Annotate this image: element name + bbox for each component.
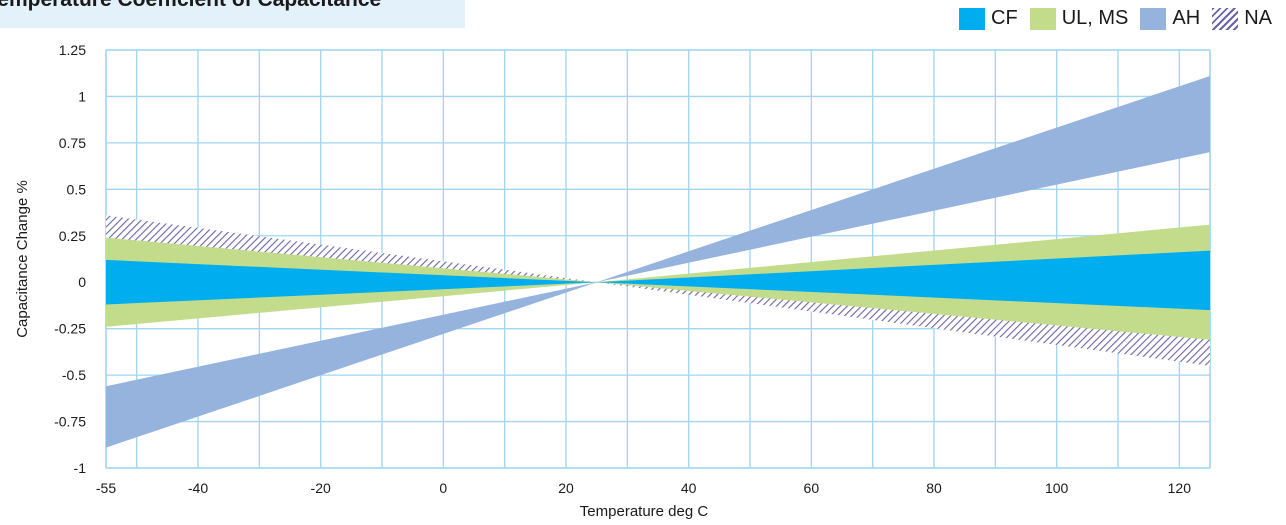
legend-swatch-cf: [959, 7, 986, 30]
y-tick-label: 1.25: [59, 42, 86, 58]
tick-labels: -55 -40 -20 0 20 40 60 80 100 120 1.25 1 0.75 0.5 0.25…: [54, 42, 1191, 496]
y-tick-label: -0.5: [62, 367, 86, 383]
y-axis-title: Capacitance Change %: [14, 180, 31, 338]
x-tick-label: 60: [804, 480, 820, 496]
x-tick-label: -20: [311, 480, 331, 496]
legend-item-na: NA: [1212, 7, 1272, 30]
x-tick-label: -40: [188, 480, 208, 496]
legend-swatch-ah: [1140, 7, 1167, 30]
legend-item-cf: CF: [959, 7, 1018, 30]
chart-title-box: Temperature Coefficient of Capacitance: [0, 0, 465, 28]
legend-swatch-na: [1212, 7, 1239, 30]
y-tick-label: -0.75: [54, 414, 86, 430]
x-tick-label: 100: [1045, 480, 1069, 496]
x-tick-label: 120: [1168, 480, 1192, 496]
chart-title: Temperature Coefficient of Capacitance: [0, 0, 381, 12]
x-tick-label: 0: [439, 480, 447, 496]
series-band-ah: [106, 76, 1210, 448]
legend-item-ah: AH: [1140, 7, 1200, 30]
legend: CF UL, MS AH NA: [947, 7, 1272, 30]
legend-label-cf: CF: [991, 7, 1018, 29]
y-tick-label: 0.75: [59, 135, 86, 151]
series-band-cf: [106, 250, 1210, 311]
y-tick-label: 0.25: [59, 228, 86, 244]
y-tick-label: -0.25: [54, 321, 86, 337]
legend-label-ah: AH: [1172, 7, 1201, 29]
x-tick-label: 20: [558, 480, 574, 496]
legend-label-na: NA: [1244, 7, 1272, 29]
x-tick-label: 40: [681, 480, 697, 496]
y-tick-label: 0: [78, 274, 86, 290]
x-tick-label: -55: [96, 480, 116, 496]
y-tick-label: -1: [74, 460, 87, 476]
legend-swatch-ul-ms: [1029, 7, 1056, 30]
legend-item-ul-ms: UL, MS: [1029, 7, 1129, 30]
series-layer: [106, 76, 1210, 448]
x-axis-title: Temperature deg C: [580, 503, 709, 520]
series-band-na: [106, 215, 1210, 366]
y-tick-label: 0.5: [67, 181, 87, 197]
legend-label-ul-ms: UL, MS: [1061, 7, 1129, 29]
x-tick-label: 80: [926, 480, 942, 496]
y-tick-label: 1: [78, 88, 86, 104]
